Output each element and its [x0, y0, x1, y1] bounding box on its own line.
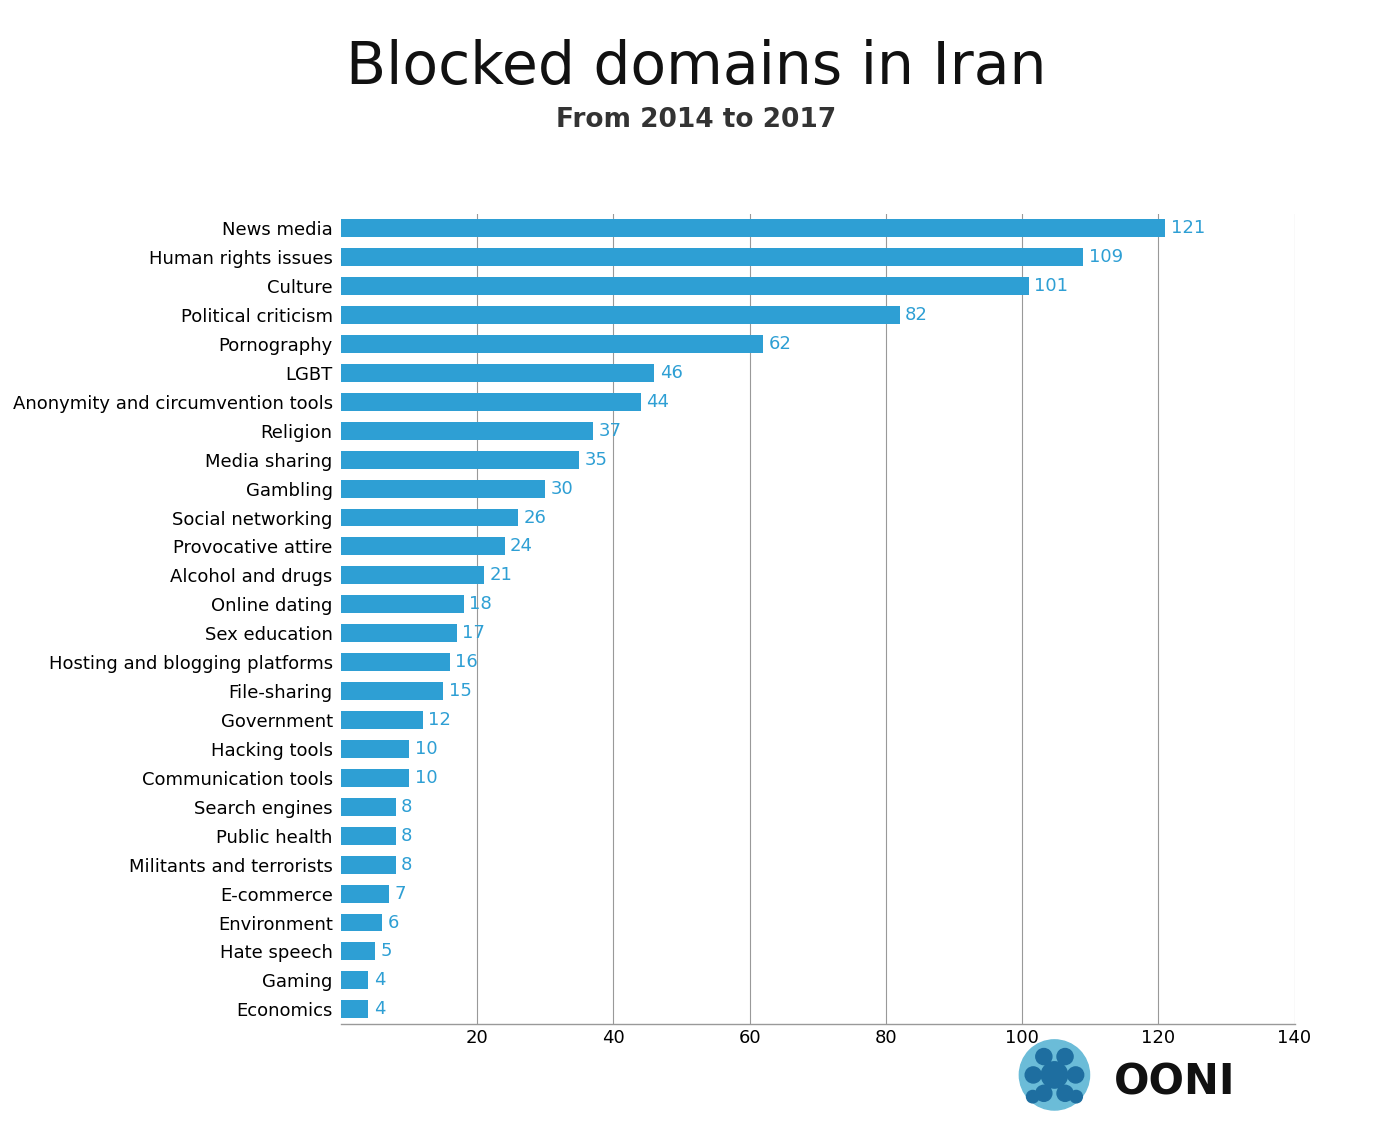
Text: 82: 82	[905, 306, 928, 324]
Bar	[341, 219, 1165, 237]
Bar	[341, 335, 763, 353]
Bar	[341, 566, 484, 584]
Text: Blocked domains in Iran: Blocked domains in Iran	[345, 39, 1047, 97]
Bar	[341, 682, 443, 700]
Bar	[341, 249, 1083, 267]
Text: 16: 16	[455, 654, 479, 672]
Bar	[341, 971, 369, 989]
Text: 4: 4	[373, 971, 386, 989]
Text: 109: 109	[1089, 249, 1123, 267]
Circle shape	[1057, 1086, 1073, 1101]
Bar	[341, 595, 464, 613]
Text: 4: 4	[373, 1000, 386, 1018]
Text: 35: 35	[585, 451, 608, 469]
Text: 46: 46	[660, 363, 682, 381]
Bar	[341, 711, 423, 729]
Text: 44: 44	[646, 393, 670, 411]
Bar	[341, 798, 395, 816]
Text: 5: 5	[380, 943, 393, 961]
Circle shape	[1026, 1090, 1038, 1102]
Bar	[341, 306, 899, 324]
Bar	[341, 884, 388, 902]
Text: 15: 15	[448, 682, 472, 700]
Bar	[341, 422, 593, 440]
Circle shape	[1025, 1066, 1041, 1083]
Bar	[341, 508, 518, 526]
Bar	[341, 624, 457, 642]
Text: 8: 8	[401, 798, 412, 816]
Bar	[341, 943, 374, 961]
Circle shape	[1057, 1048, 1073, 1064]
Circle shape	[1036, 1086, 1052, 1101]
Bar	[341, 277, 1029, 295]
Bar	[341, 451, 579, 469]
Text: 8: 8	[401, 856, 412, 874]
Bar	[341, 363, 654, 381]
Text: 8: 8	[401, 827, 412, 845]
Circle shape	[1041, 1062, 1068, 1088]
Bar	[341, 914, 381, 932]
Circle shape	[1019, 1040, 1090, 1110]
Bar	[341, 1000, 369, 1018]
Text: 121: 121	[1171, 219, 1205, 237]
Text: OONI: OONI	[1114, 1061, 1235, 1104]
Text: 7: 7	[394, 884, 405, 902]
Text: 26: 26	[523, 508, 547, 526]
Bar	[341, 654, 450, 672]
Bar	[341, 538, 504, 556]
Text: 21: 21	[490, 566, 512, 584]
Text: 30: 30	[551, 479, 574, 497]
Text: 10: 10	[415, 740, 437, 758]
Circle shape	[1036, 1048, 1052, 1064]
Text: 6: 6	[387, 914, 398, 932]
Text: 12: 12	[429, 711, 451, 729]
Bar	[341, 856, 395, 874]
Text: 101: 101	[1034, 277, 1069, 295]
Circle shape	[1068, 1066, 1084, 1083]
Bar	[341, 827, 395, 845]
Text: From 2014 to 2017: From 2014 to 2017	[555, 107, 837, 133]
Bar	[341, 768, 409, 786]
Bar	[341, 479, 546, 497]
Text: 37: 37	[599, 422, 621, 440]
Text: 10: 10	[415, 768, 437, 786]
Text: 18: 18	[469, 595, 491, 613]
Text: 24: 24	[509, 538, 533, 556]
Text: 17: 17	[462, 624, 486, 642]
Circle shape	[1070, 1090, 1083, 1102]
Text: 62: 62	[768, 335, 792, 353]
Bar	[341, 393, 640, 411]
Bar	[341, 740, 409, 758]
